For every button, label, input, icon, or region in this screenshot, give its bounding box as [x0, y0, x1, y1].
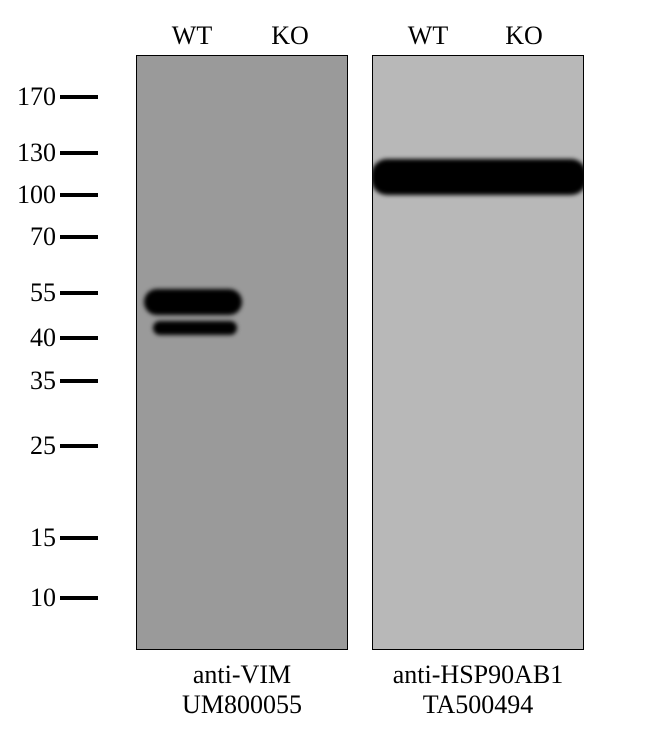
mw-marker: 40 — [0, 325, 98, 351]
lane-label: WT — [388, 21, 468, 51]
mw-marker: 170 — [0, 84, 98, 110]
mw-marker-tick — [60, 596, 98, 600]
blot-panel-vim — [136, 55, 348, 650]
western-blot-figure: 17013010070554035251510 WTKOanti-VIMUM80… — [0, 0, 650, 743]
mw-marker-label: 15 — [0, 525, 60, 551]
mw-marker-tick — [60, 151, 98, 155]
mw-marker: 100 — [0, 182, 98, 208]
blot-panel-hsp90 — [372, 55, 584, 650]
mw-marker-tick — [60, 235, 98, 239]
mw-marker-label: 40 — [0, 325, 60, 351]
band — [372, 159, 584, 195]
band — [153, 321, 237, 335]
mw-marker: 55 — [0, 280, 98, 306]
mw-marker-tick — [60, 536, 98, 540]
mw-marker-tick — [60, 336, 98, 340]
blot-caption: anti-HSP90AB1 — [328, 660, 628, 690]
mw-marker: 10 — [0, 585, 98, 611]
lane-label: WT — [152, 21, 232, 51]
blot-caption: TA500494 — [328, 690, 628, 720]
band — [144, 289, 242, 315]
mw-marker-tick — [60, 291, 98, 295]
mw-marker-tick — [60, 379, 98, 383]
mw-marker-label: 55 — [0, 280, 60, 306]
mw-marker-tick — [60, 193, 98, 197]
mw-marker-label: 35 — [0, 368, 60, 394]
lane-label: KO — [484, 21, 564, 51]
mw-marker-label: 10 — [0, 585, 60, 611]
lane-label: KO — [250, 21, 330, 51]
mw-marker: 130 — [0, 140, 98, 166]
mw-marker-label: 70 — [0, 224, 60, 250]
mw-marker-label: 25 — [0, 433, 60, 459]
mw-marker: 15 — [0, 525, 98, 551]
mw-marker-label: 100 — [0, 182, 60, 208]
mw-marker: 25 — [0, 433, 98, 459]
mw-marker-label: 170 — [0, 84, 60, 110]
mw-marker: 35 — [0, 368, 98, 394]
mw-marker-tick — [60, 444, 98, 448]
mw-marker-tick — [60, 95, 98, 99]
mw-marker-label: 130 — [0, 140, 60, 166]
mw-marker: 70 — [0, 224, 98, 250]
